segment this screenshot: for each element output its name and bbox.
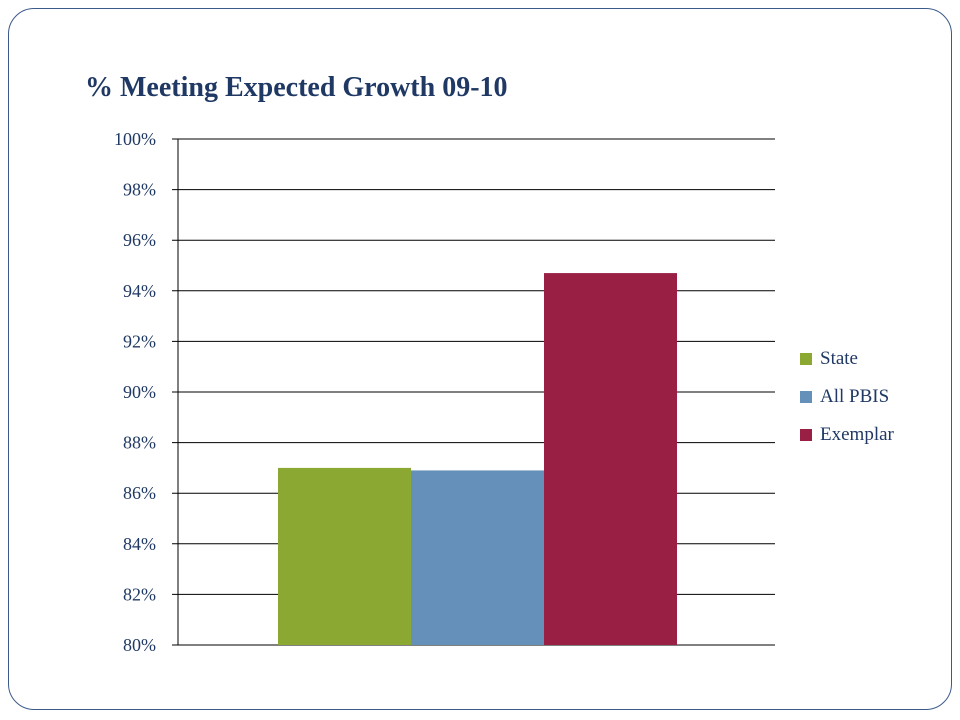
- y-tick-label: 94%: [123, 281, 156, 301]
- y-tick-label: 96%: [123, 230, 156, 250]
- chart-title: % Meeting Expected Growth 09-10: [85, 72, 508, 103]
- y-axis: 80% 82% 84% 86% 88% 90% 92% 94% 96% 98% 100%: [114, 129, 179, 655]
- bar-state: [278, 467, 411, 645]
- y-tick-label: 100%: [114, 129, 156, 149]
- bar-exemplar: [544, 273, 677, 645]
- legend-item: State: [800, 340, 894, 378]
- legend-item: Exemplar: [800, 416, 894, 454]
- y-tick-label: 86%: [123, 483, 156, 503]
- legend-swatch: [800, 429, 812, 441]
- y-tick-label: 92%: [123, 331, 156, 351]
- legend-label: State: [820, 348, 858, 369]
- y-tick-label: 90%: [123, 382, 156, 402]
- bars: [278, 273, 677, 645]
- slide-frame: [8, 8, 952, 710]
- y-tick-label: 84%: [123, 534, 156, 554]
- y-tick-label: 82%: [123, 584, 156, 604]
- bar-all-pbis: [411, 470, 544, 645]
- y-tick-label: 88%: [123, 433, 156, 453]
- y-tick-label: 80%: [123, 635, 156, 655]
- legend: State All PBIS Exemplar: [800, 340, 894, 454]
- y-tick-label: 98%: [123, 180, 156, 200]
- legend-swatch: [800, 391, 812, 403]
- legend-swatch: [800, 353, 812, 365]
- legend-item: All PBIS: [800, 378, 894, 416]
- legend-label: All PBIS: [820, 386, 890, 407]
- legend-label: Exemplar: [820, 424, 894, 445]
